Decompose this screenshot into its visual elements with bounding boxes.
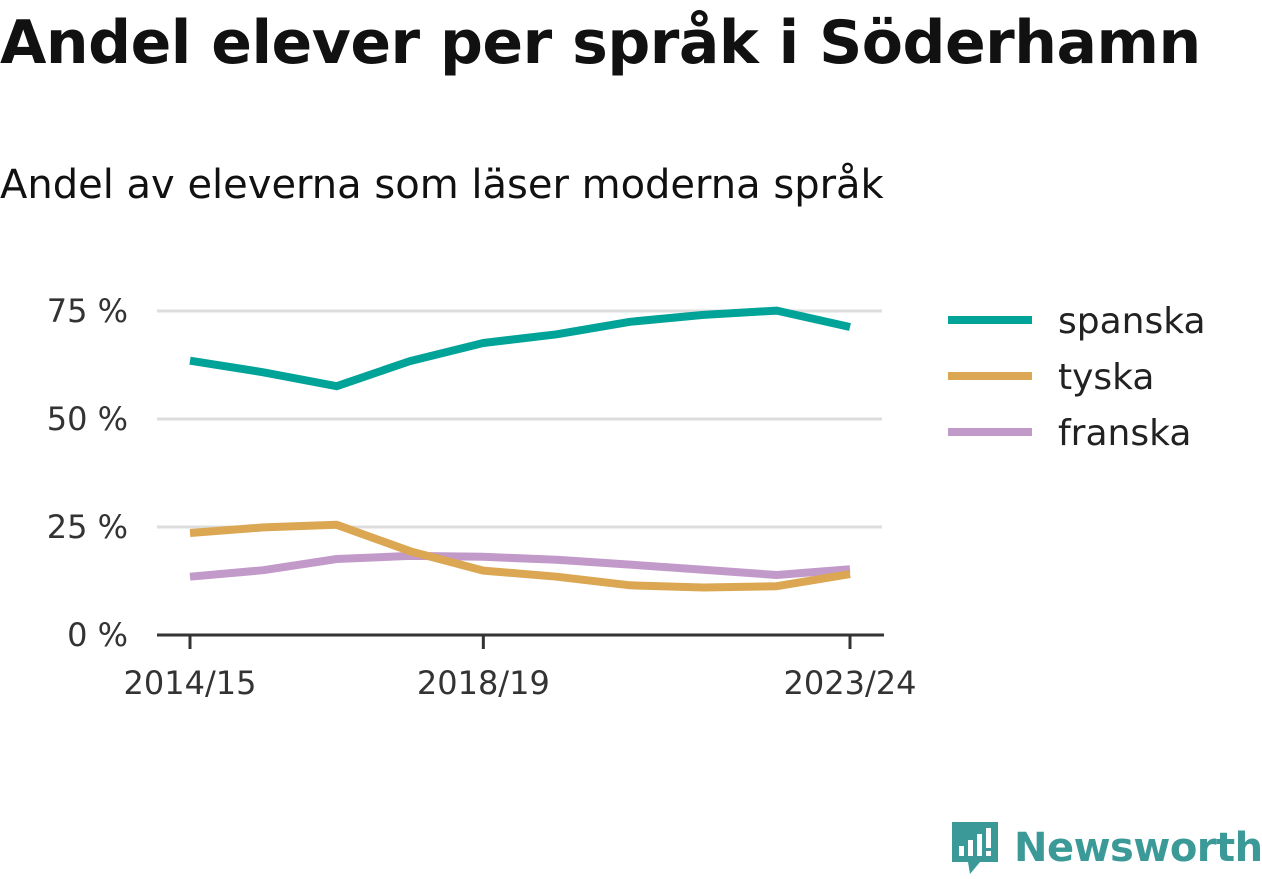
x-tick-label: 2014/15 xyxy=(124,664,257,702)
newsworthy-brand: Newsworthy xyxy=(950,818,1262,878)
x-axis: 2014/15 2018/19 2023/24 xyxy=(124,633,917,702)
legend-label-franska: franska xyxy=(1058,413,1191,454)
logo-bar-3 xyxy=(977,834,982,856)
y-tick-label: 75 % xyxy=(47,292,128,330)
y-tick-label: 0 % xyxy=(67,616,128,654)
legend-label-tyska: tyska xyxy=(1058,357,1154,398)
brand-name: Newsworthy xyxy=(1014,825,1262,871)
logo-bar-4 xyxy=(986,828,991,848)
x-tick-label: 2018/19 xyxy=(417,664,550,702)
logo-dot xyxy=(986,851,991,856)
x-tick-label: 2023/24 xyxy=(784,664,917,702)
chart-subtitle: Andel av eleverna som läser moderna språ… xyxy=(0,162,884,208)
series-line-tyska xyxy=(189,520,851,592)
y-axis: 0 % 25 % 50 % 75 % xyxy=(47,292,128,654)
y-tick-label: 50 % xyxy=(47,400,128,438)
legend-label-spanska: spanska xyxy=(1058,301,1206,342)
logo-speech-bubble xyxy=(952,822,998,874)
logo-bar-1 xyxy=(959,846,964,856)
series-line-franska xyxy=(189,551,851,581)
series-line-spanska xyxy=(189,306,851,391)
y-tick-label: 25 % xyxy=(47,508,128,546)
series-lines xyxy=(189,306,851,592)
logo-bar-2 xyxy=(968,840,973,856)
chart-title: Andel elever per språk i Söderhamn xyxy=(0,8,1201,78)
legend: spanska tyska franska xyxy=(948,301,1206,454)
grid-lines xyxy=(157,309,882,529)
newsworthy-logo-icon xyxy=(952,822,998,874)
